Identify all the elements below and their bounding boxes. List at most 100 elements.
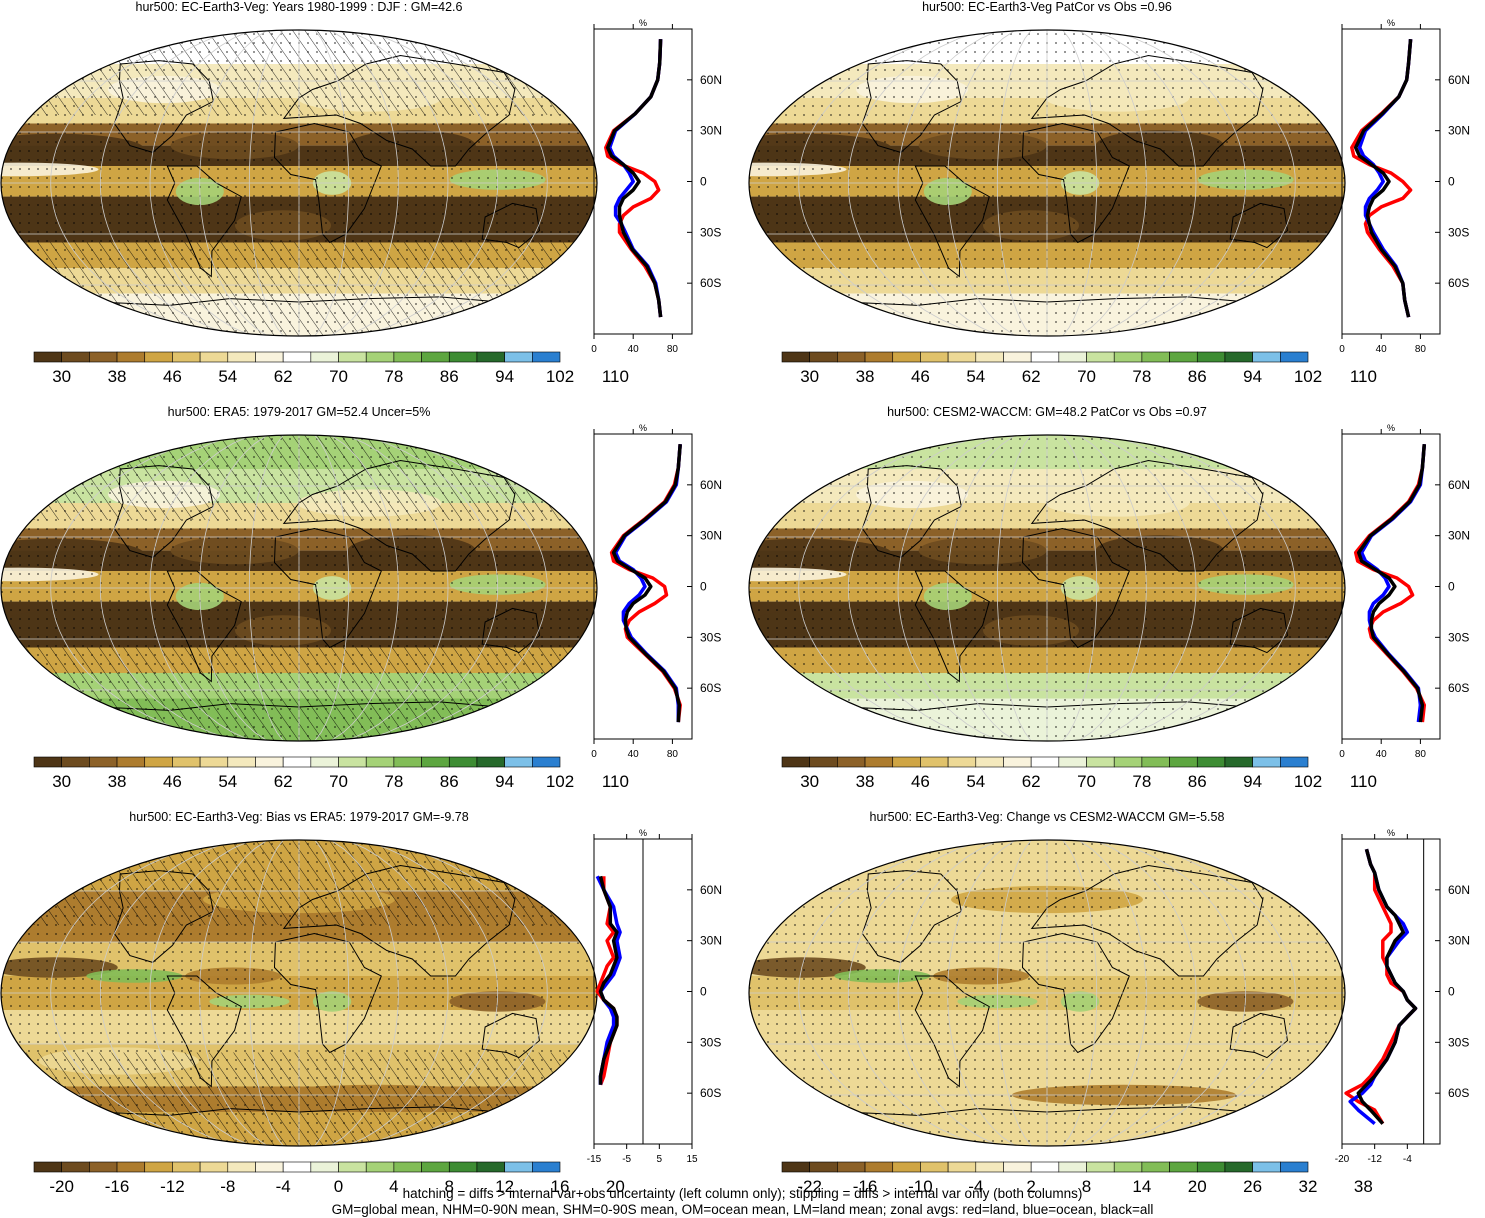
map-plot: -22 -16 -10 -4 2 8 14 20 26 32 38% -20 -12 -4 60N 30N 0 3…: [748, 828, 1470, 1196]
colorbar-tick-label: 86: [1188, 367, 1207, 386]
profile-tick-label: 0: [1339, 344, 1345, 355]
profile-lat-label: 30S: [700, 1035, 721, 1049]
all-profile: [598, 875, 619, 1085]
panel-p5: hur500: EC-Earth3-Veg: Bias vs ERA5: 197…: [0, 810, 740, 1215]
profile-lat-label: 0: [1448, 985, 1455, 999]
colorbar-tick-label: 102: [1294, 367, 1322, 386]
colorbar-tick-label: 86: [1188, 772, 1207, 791]
panel-title: hur500: EC-Earth3-Veg PatCor vs Obs =0.9…: [922, 0, 1172, 14]
colorbar-swatch: [837, 1161, 866, 1173]
profile-lat-label: 0: [700, 985, 707, 999]
continent-outline: [1021, 932, 1130, 1054]
colorbar-tick-label: 4: [389, 1177, 398, 1196]
colorbar-swatch: [89, 1161, 118, 1173]
profile-tick-label: -15: [587, 1154, 602, 1165]
colorbar-swatch: [1224, 756, 1253, 768]
colorbar-tick-label: -4: [968, 1177, 983, 1196]
colorbar-tick-label: 70: [1077, 367, 1096, 386]
all-profile: [605, 39, 663, 318]
colorbar-tick-label: 86: [440, 772, 459, 791]
colorbar-swatch: [1058, 351, 1087, 363]
colorbar-swatch: [892, 1161, 921, 1173]
colorbar-swatch: [837, 756, 866, 768]
colorbar-swatch: [144, 756, 173, 768]
colorbar-swatch: [227, 351, 256, 363]
colorbar-swatch: [338, 351, 367, 363]
colorbar-swatch: [1196, 756, 1226, 768]
colorbar-swatch: [1058, 1161, 1087, 1173]
colorbar-tick-label: 46: [163, 367, 182, 386]
colorbar-swatch: [1113, 351, 1143, 363]
colorbar-swatch: [1196, 1161, 1226, 1173]
colorbar-swatch: [892, 756, 921, 768]
profile-lat-label: 30N: [700, 124, 722, 138]
colorbar-swatch: [421, 351, 450, 363]
colorbar-tick-label: -10: [908, 1177, 933, 1196]
profile-tick-label: 80: [667, 344, 679, 355]
colorbar-swatch: [199, 351, 229, 363]
continent-outline: [166, 165, 242, 278]
colorbar-tick-label: 62: [274, 367, 293, 386]
panel-p1: hur500: EC-Earth3-Veg: Years 1980-1999 :…: [0, 0, 740, 405]
colorbar-tick-label: 54: [966, 772, 985, 791]
profile-lat-label: 60S: [700, 681, 721, 695]
all-profile: [1356, 444, 1427, 723]
colorbar-swatch: [116, 1161, 146, 1173]
colorbar-swatch: [172, 351, 201, 363]
stippling: [749, 30, 1345, 336]
colorbar-swatch: [33, 756, 62, 768]
profile-lat-label: 30N: [1448, 529, 1470, 543]
profile-frame: [1341, 28, 1441, 335]
colorbar-tick-label: 54: [218, 367, 237, 386]
profile-lat-label: 30N: [1448, 934, 1470, 948]
colorbar-swatch: [227, 756, 256, 768]
colorbar-tick-label: 12: [495, 1177, 514, 1196]
colorbar-tick-label: 70: [1077, 772, 1096, 791]
colorbar-swatch: [255, 756, 284, 768]
colorbar-tick-label: 16: [551, 1177, 570, 1196]
colorbar-swatch: [1003, 1161, 1032, 1173]
colorbar-tick-label: 102: [1294, 772, 1322, 791]
map-plot: -20 -16 -12 -8 -4 0 4 8 12 16 20% -15 -5 5 15 60N 30N 0 30…: [0, 828, 722, 1196]
colorbar-swatch: [975, 351, 1004, 363]
profile-lat-label: 60N: [1448, 73, 1470, 87]
colorbar-swatch: [1113, 756, 1143, 768]
map-field: [1, 30, 597, 336]
colorbar-tick-label: 38: [108, 772, 127, 791]
continent-outline: [113, 465, 214, 558]
colorbar-tick-label: 62: [274, 772, 293, 791]
continent-outline: [914, 165, 990, 278]
continent-outline: [914, 975, 990, 1088]
profile-lat-label: 0: [700, 175, 707, 189]
colorbar-tick-label: -16: [853, 1177, 878, 1196]
stippling: [749, 435, 1345, 741]
colorbar-swatch: [1141, 756, 1170, 768]
colorbar-swatch: [310, 756, 339, 768]
colorbar-swatch: [338, 1161, 367, 1173]
colorbar-swatch: [1003, 351, 1032, 363]
colorbar-swatch: [947, 351, 977, 363]
colorbar-tick-label: 78: [1132, 367, 1151, 386]
map-plot: 30 38 46 54 62 70 78 86 94 102 110% 0 40 80 60N 30N 0 30S…: [748, 18, 1470, 386]
colorbar-swatch: [864, 351, 894, 363]
colorbar-tick-label: -16: [105, 1177, 130, 1196]
colorbar-tick-label: 30: [800, 772, 819, 791]
profile-lat-label: 60N: [1448, 883, 1470, 897]
continent-outline: [1229, 202, 1288, 249]
colorbar-tick-label: 94: [495, 772, 514, 791]
colorbar-swatch: [504, 1161, 533, 1173]
colorbar-swatch: [1224, 1161, 1253, 1173]
profile-tick-label: -5: [622, 1154, 631, 1165]
colorbar-swatch: [920, 1161, 949, 1173]
panel-title: hur500: EC-Earth3-Veg: Change vs CESM2-W…: [869, 810, 1225, 824]
profile-lat-label: 60S: [1448, 276, 1469, 290]
continent-outline: [273, 527, 382, 649]
colorbar-swatch: [1030, 1161, 1060, 1173]
profile-tick-label: 40: [1376, 344, 1388, 355]
colorbar-tick-label: 38: [1354, 1177, 1373, 1196]
colorbar-swatch: [1058, 756, 1087, 768]
colorbar-swatch: [920, 756, 949, 768]
colorbar-swatch: [144, 351, 173, 363]
colorbar-swatch: [227, 1161, 256, 1173]
colorbar-tick-label: 38: [856, 367, 875, 386]
